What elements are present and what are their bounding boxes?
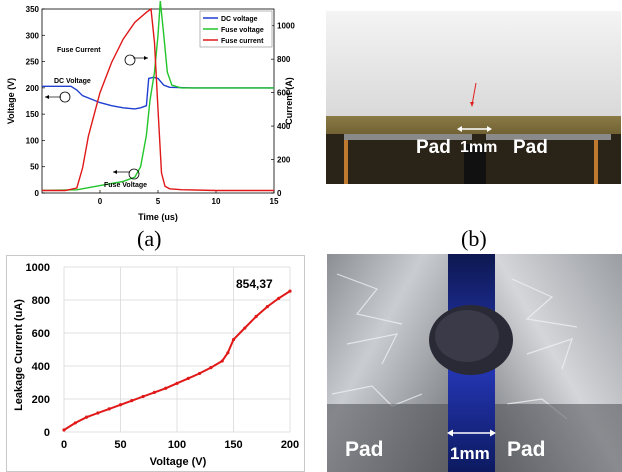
photo-d-pad-left-label: Pad bbox=[345, 438, 384, 461]
series-leakage-point bbox=[130, 399, 134, 403]
photo-d-pad-right-label: Pad bbox=[507, 438, 546, 461]
series-leakage-point bbox=[265, 305, 269, 309]
photo-b-pad-left-label: Pad bbox=[416, 137, 451, 158]
annotation-fuse-current: Fuse Current bbox=[57, 47, 101, 54]
chart-a-xtick-label: 5 bbox=[156, 197, 161, 206]
legend-fuse-voltage: Fuse voltage bbox=[221, 27, 264, 34]
chart-c-xtick-label: 150 bbox=[224, 439, 242, 451]
annotation-last-point: 854,37 bbox=[236, 277, 273, 291]
chart-a-xtick-label: 10 bbox=[212, 197, 221, 206]
series-leakage-point bbox=[96, 411, 100, 415]
annotation-fuse-voltage-marker bbox=[128, 168, 140, 180]
photo-d-fuse-top-view: Pad 1mm Pad bbox=[327, 254, 622, 472]
annotation-fuse-current-marker bbox=[124, 54, 136, 66]
annotation-fuse-current-arrowhead bbox=[144, 56, 148, 60]
chart-a-ytick-label: 0 bbox=[35, 189, 40, 198]
chart-a-ytick-label: 200 bbox=[26, 84, 40, 93]
series-fuse-voltage-line bbox=[41, 1, 274, 192]
chart-c-ylabel: Leakage Current (uA) bbox=[13, 299, 25, 411]
caption-b: (b) bbox=[461, 226, 487, 251]
legend-dc-voltage: DC voltage bbox=[221, 16, 258, 23]
legend-fuse-current: Fuse current bbox=[221, 38, 264, 45]
photo-d-gap-label: 1mm bbox=[450, 444, 490, 463]
series-leakage-point bbox=[175, 381, 179, 385]
photo-b-illustration bbox=[326, 11, 621, 184]
series-fuse-current-line bbox=[42, 7, 274, 192]
series-leakage-line bbox=[63, 290, 291, 431]
chart-a-legend: DC voltage Fuse voltage Fuse current bbox=[199, 10, 273, 48]
chart-c-xtick-label: 50 bbox=[114, 439, 126, 451]
series-leakage-point bbox=[118, 403, 123, 407]
chart-c-ytick-label: 1000 bbox=[26, 262, 50, 274]
chart-a-ytick-right-label: 1000 bbox=[277, 22, 295, 31]
chart-c-ytick-label: 600 bbox=[32, 328, 50, 340]
photo-b-pad-right-label: Pad bbox=[513, 137, 548, 158]
chart-a-ytick-right-label: 800 bbox=[277, 55, 291, 64]
chart-c-ytick-label: 800 bbox=[32, 295, 50, 307]
chart-a-ytick-label: 150 bbox=[26, 110, 40, 119]
series-leakage-point bbox=[209, 366, 213, 370]
chart-c-border bbox=[6, 255, 305, 472]
chart-c-ytick-label: 200 bbox=[32, 394, 50, 406]
series-leakage-point bbox=[164, 386, 168, 390]
annotation-fuse-voltage: Fuse Voltage bbox=[104, 182, 147, 189]
series-leakage-point bbox=[107, 407, 111, 411]
chart-c-xlabel: Voltage (V) bbox=[150, 456, 207, 468]
chart-c-xtick-label: 100 bbox=[168, 439, 186, 451]
series-leakage-point bbox=[62, 428, 66, 432]
chart-a-xtick-label: 0 bbox=[98, 197, 103, 206]
chart-c-xtick-label: 0 bbox=[61, 439, 67, 451]
series-leakage-point bbox=[186, 376, 190, 380]
chart-c-xtick-label: 200 bbox=[281, 439, 299, 451]
series-leakage-point bbox=[85, 415, 89, 419]
annotation-dc-voltage-arrowhead bbox=[45, 95, 49, 99]
chart-a-ytick-right-label: 0 bbox=[277, 189, 282, 198]
chart-a-ytick-right-label: 400 bbox=[277, 122, 291, 131]
series-leakage-point bbox=[152, 390, 156, 394]
series-dc-voltage-line bbox=[42, 76, 274, 110]
series-leakage-point bbox=[226, 351, 230, 355]
chart-a-xlabel: Time (us) bbox=[138, 212, 178, 222]
series-leakage-point bbox=[243, 326, 247, 330]
series-leakage-point bbox=[141, 394, 145, 399]
chart-a-ytick-label: 250 bbox=[26, 58, 40, 67]
chart-a-xtick-label: 15 bbox=[270, 197, 279, 206]
chart-a-ytick-label: 300 bbox=[26, 31, 40, 40]
chart-c-leakage-current: 0 200 400 600 800 1000 0 50 100 150 200 Leakage C… bbox=[6, 255, 305, 472]
photo-b-fuse-side-view: Pad 1mm Pad bbox=[326, 11, 621, 184]
series-leakage-point bbox=[277, 296, 281, 300]
chart-a-ytick-right-label: 600 bbox=[277, 89, 291, 98]
series-leakage-point bbox=[231, 338, 236, 342]
annotation-fuse-voltage-arrowhead bbox=[113, 170, 117, 174]
series-leakage-point bbox=[198, 371, 202, 376]
chart-a-ylabel: Voltage (V) bbox=[6, 78, 16, 124]
photo-b-gap-label: 1mm bbox=[460, 139, 498, 156]
chart-c-ytick-label: 0 bbox=[44, 427, 50, 439]
series-leakage-point bbox=[254, 314, 258, 319]
caption-a: (a) bbox=[137, 226, 162, 251]
series-leakage-point bbox=[73, 421, 77, 425]
photo-d-illustration bbox=[327, 254, 622, 472]
annotation-dc-voltage: DC Voltage bbox=[54, 78, 91, 85]
chart-c-ytick-label: 400 bbox=[32, 361, 50, 373]
chart-a-ytick-label: 50 bbox=[30, 163, 39, 172]
chart-a-ytick-label: 100 bbox=[26, 136, 40, 145]
series-leakage-point bbox=[288, 289, 292, 293]
chart-a-ylabel-right: Current (A) bbox=[284, 77, 294, 125]
chart-a-ytick-right-label: 200 bbox=[277, 156, 291, 165]
series-leakage-point bbox=[220, 359, 224, 363]
chart-a-ytick-label: 350 bbox=[26, 5, 40, 14]
